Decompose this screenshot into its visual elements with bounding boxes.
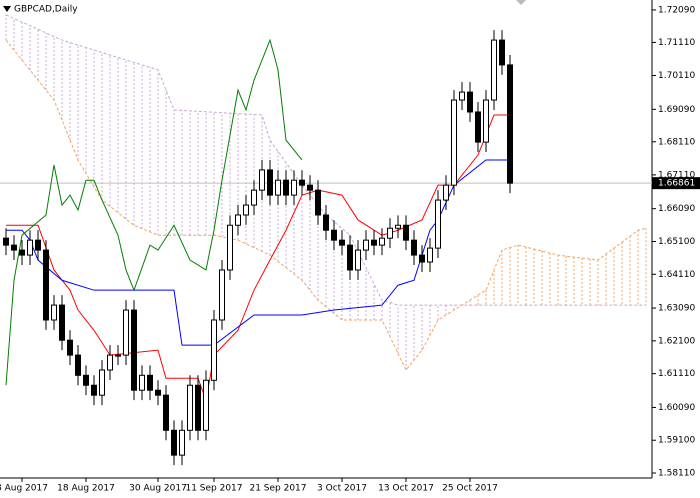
candle-body — [475, 111, 481, 143]
candle-body — [27, 239, 33, 256]
candle-body — [139, 374, 145, 391]
span-b — [5, 14, 646, 306]
candle-body — [3, 237, 9, 246]
candle-body — [155, 389, 161, 396]
x-tick-label: 13 Oct 2017 — [378, 484, 434, 494]
candle-body — [307, 184, 313, 191]
candle-body — [235, 214, 241, 226]
candle-body — [315, 189, 321, 216]
y-tick-label: 1.61110 — [658, 369, 695, 379]
y-tick-label: 1.58110 — [658, 469, 695, 479]
shift-marker — [516, 0, 526, 5]
y-tick-label: 1.69090 — [658, 105, 695, 115]
candle-body — [411, 239, 417, 256]
y-tick-label: 1.72090 — [658, 5, 695, 15]
candle-body — [427, 247, 433, 263]
candle-body — [163, 394, 169, 431]
candle-body — [115, 354, 121, 357]
candle-body — [59, 304, 65, 341]
candle-body — [507, 64, 513, 184]
span-a — [5, 39, 647, 371]
candle-body — [483, 99, 489, 143]
candle-body — [107, 354, 113, 371]
candle-body — [131, 309, 137, 391]
candle-body — [443, 184, 449, 201]
candle-body — [419, 254, 425, 263]
candle-body — [123, 309, 129, 356]
candle-body — [331, 229, 337, 241]
candle-body — [339, 239, 345, 246]
candle-body — [395, 224, 401, 229]
candle-body — [435, 199, 441, 249]
y-tick-label: 1.71110 — [658, 38, 695, 48]
y-tick-label: 1.67110 — [658, 170, 695, 180]
y-tick-label: 1.62100 — [658, 336, 695, 346]
candle-body — [19, 249, 25, 256]
candle-body — [203, 379, 209, 431]
x-tick-label: 3 Oct 2017 — [317, 484, 367, 494]
candle-body — [491, 39, 497, 101]
candle-body — [67, 339, 73, 356]
candle-body — [371, 239, 377, 246]
y-tick-label: 1.70110 — [658, 71, 695, 81]
candle-body — [83, 374, 89, 386]
candle-body — [283, 179, 289, 196]
candle-body — [35, 239, 41, 251]
x-tick-label: 30 Aug 2017 — [129, 484, 187, 494]
candle-body — [403, 224, 409, 241]
candle-body — [187, 384, 193, 431]
x-tick-label: 21 Sep 2017 — [249, 484, 306, 494]
x-tick-label: 11 Sep 2017 — [185, 484, 242, 494]
y-tick-label: 1.65100 — [658, 237, 695, 247]
last-price-tag — [652, 177, 700, 190]
candle-body — [467, 91, 473, 113]
candle-body — [363, 239, 369, 251]
candle-body — [291, 179, 297, 196]
candle-body — [299, 179, 305, 186]
candle-body — [451, 99, 457, 186]
candle-body — [459, 91, 465, 101]
menu-triangle — [3, 6, 11, 12]
indicator-line — [5, 38, 303, 386]
candle-body — [251, 189, 257, 206]
candle-body — [355, 249, 361, 271]
candle-body — [91, 384, 97, 396]
y-tick-label: 1.68110 — [658, 137, 695, 147]
chart-title: GBPCAD,Daily — [14, 5, 78, 15]
candle-body — [243, 204, 249, 216]
y-tick-label: 1.59100 — [658, 436, 695, 446]
last-price-label: 1.66861 — [658, 179, 695, 189]
candle-body — [275, 179, 281, 196]
y-tick-label: 1.63090 — [658, 304, 695, 314]
y-tick-label: 1.66090 — [658, 204, 695, 214]
y-tick-label: 1.64110 — [658, 270, 695, 280]
candle-body — [387, 227, 393, 239]
x-tick-label: 25 Oct 2017 — [442, 484, 498, 494]
x-tick-label: 18 Aug 2017 — [57, 484, 115, 494]
indicator-line — [6, 114, 510, 403]
candle-body — [323, 214, 329, 231]
candle-body — [99, 369, 105, 396]
candle-body — [219, 269, 225, 321]
candle-body — [43, 249, 49, 321]
candle-body — [171, 429, 177, 456]
candle-body — [195, 384, 201, 431]
candle-body — [179, 429, 185, 456]
candle-body — [379, 237, 385, 246]
candle-body — [259, 169, 265, 191]
candle-body — [147, 374, 153, 391]
candle-body — [75, 354, 81, 376]
candle-body — [227, 224, 233, 271]
candle-body — [347, 244, 353, 271]
candle-body — [267, 169, 273, 196]
y-tick-label: 1.60090 — [658, 403, 695, 413]
candle-body — [11, 244, 17, 251]
candle-body — [211, 319, 217, 381]
candle-body — [499, 39, 505, 66]
x-tick-label: 8 Aug 2017 — [0, 484, 48, 494]
candle-body — [51, 304, 57, 321]
